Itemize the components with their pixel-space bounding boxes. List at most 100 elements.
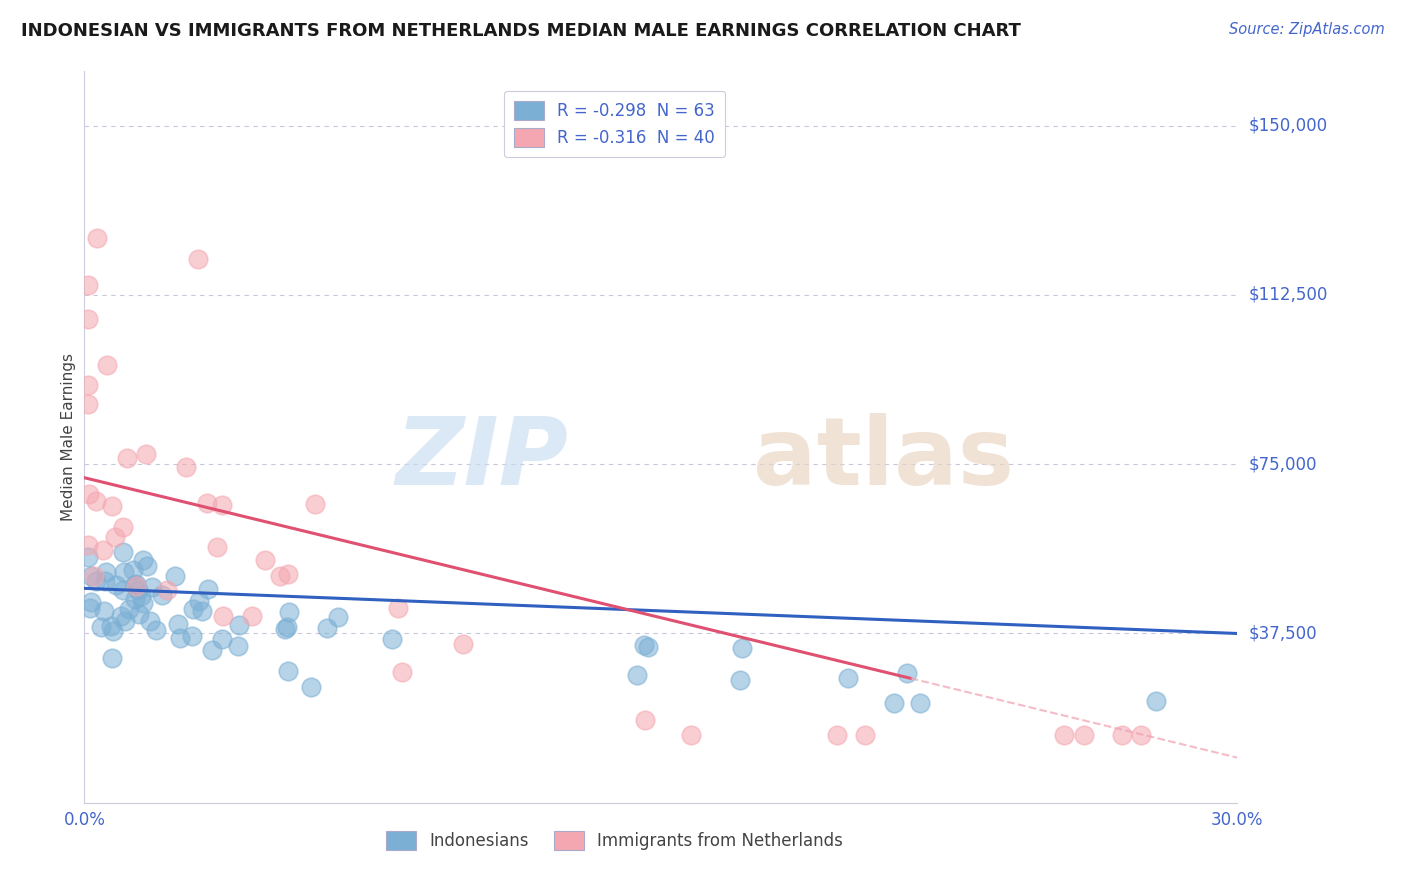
Point <box>837 671 859 685</box>
Point <box>141 581 163 595</box>
Point <box>93 604 115 618</box>
Point <box>277 567 299 582</box>
Point <box>83 568 105 582</box>
Point <box>145 624 167 638</box>
Point <box>381 632 404 646</box>
Point <box>731 641 754 656</box>
Point <box>391 665 413 679</box>
Point <box>77 377 100 392</box>
Point <box>304 497 326 511</box>
Point <box>205 540 228 554</box>
Point <box>77 397 100 411</box>
Point <box>114 614 136 628</box>
Point <box>896 666 918 681</box>
Point <box>90 620 112 634</box>
Point <box>118 601 141 615</box>
Point <box>105 577 128 591</box>
Point <box>1073 728 1095 742</box>
Point <box>86 574 108 588</box>
Point <box>1053 728 1076 742</box>
Point <box>679 728 702 742</box>
Point <box>176 460 198 475</box>
Point <box>387 600 409 615</box>
Text: INDONESIAN VS IMMIGRANTS FROM NETHERLANDS MEDIAN MALE EARNINGS CORRELATION CHART: INDONESIAN VS IMMIGRANTS FROM NETHERLAND… <box>21 22 1021 40</box>
Point <box>77 277 100 292</box>
Point <box>111 545 134 559</box>
Point <box>228 618 250 632</box>
Point <box>104 530 127 544</box>
Point <box>226 640 249 654</box>
Point <box>883 697 905 711</box>
Point <box>908 697 931 711</box>
Point <box>634 713 657 727</box>
Point <box>166 616 188 631</box>
Point <box>79 601 101 615</box>
Point <box>86 231 108 245</box>
Point <box>135 447 157 461</box>
Point <box>80 569 103 583</box>
Point <box>110 608 132 623</box>
Point <box>187 252 209 266</box>
Point <box>278 605 301 619</box>
Text: ZIP: ZIP <box>395 413 568 505</box>
Point <box>626 668 648 682</box>
Legend: Indonesians, Immigrants from Netherlands: Indonesians, Immigrants from Netherlands <box>377 821 853 860</box>
Point <box>125 576 148 591</box>
Point <box>211 632 233 646</box>
Text: Source: ZipAtlas.com: Source: ZipAtlas.com <box>1229 22 1385 37</box>
Point <box>101 499 124 513</box>
Point <box>273 622 295 636</box>
Point <box>132 553 155 567</box>
Point <box>240 609 263 624</box>
Point <box>93 574 115 588</box>
Point <box>156 582 179 597</box>
Point <box>190 604 212 618</box>
Point <box>187 594 209 608</box>
Point <box>127 582 149 597</box>
Point <box>128 607 150 621</box>
Point <box>853 728 876 742</box>
Text: atlas: atlas <box>754 413 1014 505</box>
Point <box>96 565 118 579</box>
Point <box>111 520 134 534</box>
Point <box>112 582 135 597</box>
Point <box>276 620 298 634</box>
Point <box>212 608 235 623</box>
Point <box>132 596 155 610</box>
Point <box>326 609 349 624</box>
Point <box>77 550 100 565</box>
Point <box>100 619 122 633</box>
Point <box>96 358 118 372</box>
Point <box>451 637 474 651</box>
Point <box>730 673 752 687</box>
Point <box>163 569 186 583</box>
Point <box>77 311 100 326</box>
Point <box>77 538 100 552</box>
Point <box>299 680 322 694</box>
Y-axis label: Median Male Earnings: Median Male Earnings <box>60 353 76 521</box>
Point <box>112 565 135 579</box>
Point <box>100 650 122 665</box>
Point <box>93 543 115 558</box>
Point <box>115 451 138 466</box>
Point <box>315 621 337 635</box>
Point <box>825 728 848 742</box>
Text: $75,000: $75,000 <box>1249 455 1317 473</box>
Point <box>1111 728 1133 742</box>
Point <box>84 493 107 508</box>
Point <box>125 578 148 592</box>
Point <box>277 665 299 679</box>
Point <box>136 559 159 574</box>
Point <box>122 563 145 577</box>
Point <box>131 590 153 604</box>
Text: $37,500: $37,500 <box>1249 624 1317 642</box>
Point <box>101 624 124 639</box>
Point <box>124 592 146 607</box>
Point <box>1130 728 1153 742</box>
Point <box>124 578 146 592</box>
Point <box>211 498 233 512</box>
Point <box>150 588 173 602</box>
Point <box>138 614 160 628</box>
Point <box>195 496 218 510</box>
Text: $112,500: $112,500 <box>1249 285 1327 304</box>
